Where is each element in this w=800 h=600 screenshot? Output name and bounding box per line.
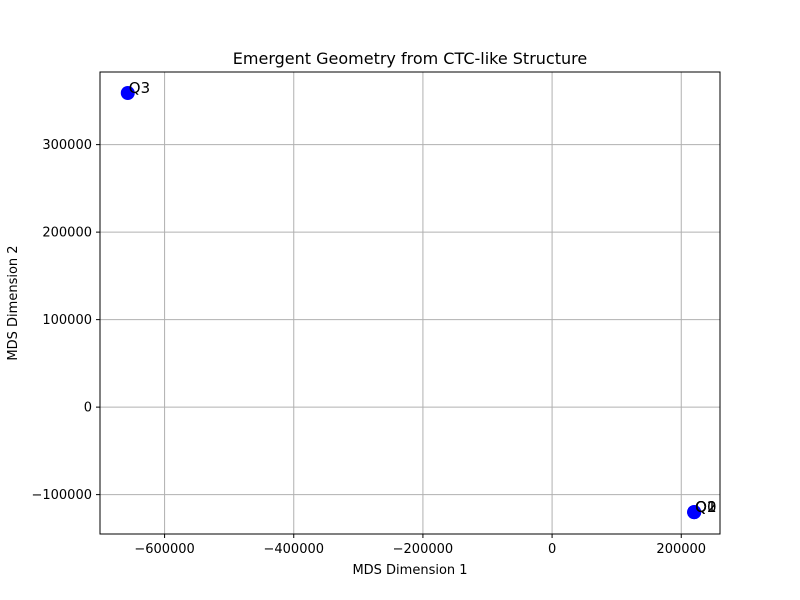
point-label: Q2 [695,498,716,516]
point-label: Q1 [695,498,716,516]
plot-frame [99,71,721,535]
x-tick-label: −200000 [393,542,454,557]
point-label: Q0 [695,498,716,516]
tick-layer: −600000 −400000 −200000 0 200000 −100000 0 1000… [31,138,706,557]
x-tick-label: 200000 [656,542,706,557]
point-label: Q3 [129,79,150,97]
y-axis-label: MDS Dimension 2 [6,245,21,360]
chart-title: Emergent Geometry from CTC-like Structur… [233,49,587,68]
x-tick-label: −600000 [134,542,195,557]
x-axis-label: MDS Dimension 1 [352,563,467,578]
x-tick-label: 0 [548,542,556,557]
y-tick-label: 300000 [42,138,92,153]
y-tick-label: 0 [84,401,92,416]
y-tick-label: −100000 [31,488,92,503]
data-point [687,505,702,520]
y-tick-label: 200000 [42,226,92,241]
data-point [120,86,135,100]
x-tick-label: −400000 [263,542,324,557]
grid-layer [100,72,720,534]
y-tick-label: 100000 [42,313,92,328]
